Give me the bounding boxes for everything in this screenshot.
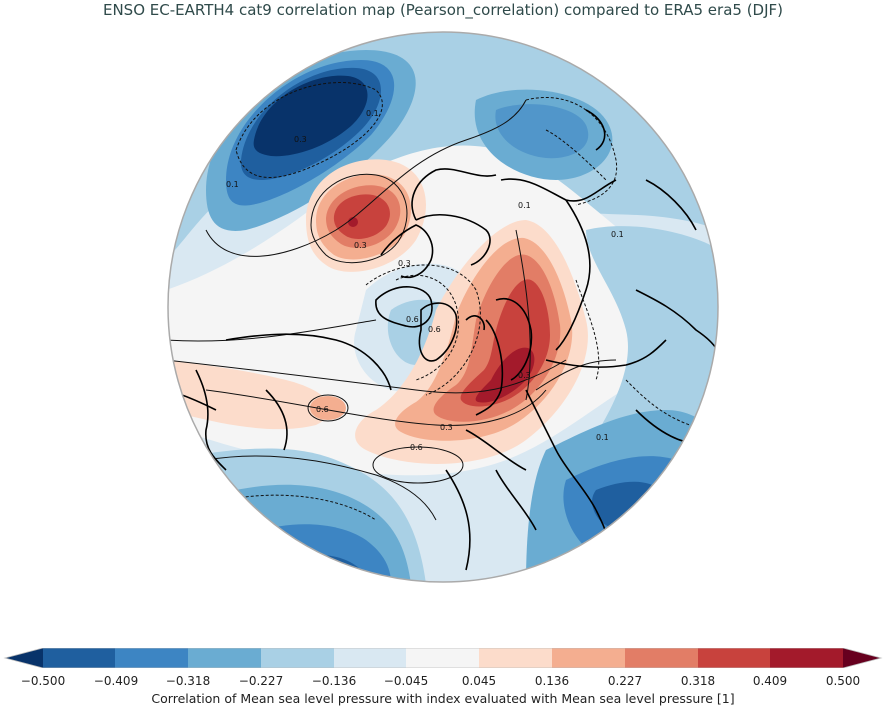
contour-label: 0.1 bbox=[264, 538, 277, 547]
tick-label: 0.409 bbox=[752, 674, 788, 688]
polar-correlation-map: 0.1 0.3 0.1 0.3 0.3 0.1 0.6 0.6 0.3 0.3 … bbox=[167, 31, 719, 583]
tick-label: −0.409 bbox=[93, 674, 139, 688]
tick-label: 0.136 bbox=[534, 674, 570, 688]
contour-label: 0.6 bbox=[406, 315, 419, 324]
contour-label: 0.1 bbox=[611, 230, 624, 239]
map-boundary bbox=[167, 31, 719, 583]
tick-label: 0.318 bbox=[680, 674, 716, 688]
colorbar-extend-low bbox=[5, 648, 43, 668]
tick-label: 0.045 bbox=[461, 674, 497, 688]
contour-label: 0.1 bbox=[596, 433, 609, 442]
tick-label: −0.500 bbox=[20, 674, 66, 688]
colorbar-extend-high bbox=[843, 648, 881, 668]
contour-label: 0.3 bbox=[354, 241, 367, 250]
contour-label: 0.3 bbox=[398, 259, 411, 268]
contour-label: 0.1 bbox=[366, 109, 379, 118]
contour-label: 0.3 bbox=[294, 135, 307, 144]
tick-label: 0.500 bbox=[825, 674, 861, 688]
contour-label: 0.6 bbox=[316, 405, 329, 414]
contour-label: 0.1 bbox=[518, 201, 531, 210]
contour-label: 0.3 bbox=[518, 371, 531, 380]
chart-title: ENSO EC-EARTH4 cat9 correlation map (Pea… bbox=[102, 1, 784, 19]
contour-label: 0.6 bbox=[410, 443, 423, 452]
colorbar-label: Correlation of Mean sea level pressure w… bbox=[151, 691, 735, 706]
tick-label: 0.227 bbox=[607, 674, 643, 688]
contour-label: 0.1 bbox=[226, 180, 239, 189]
contour-label: 0.6 bbox=[428, 325, 441, 334]
colorbar bbox=[3, 648, 883, 668]
tick-label: −0.318 bbox=[165, 674, 211, 688]
tick-label: −0.136 bbox=[311, 674, 357, 688]
contour-label: 0.3 bbox=[440, 423, 453, 432]
tick-label: −0.045 bbox=[383, 674, 429, 688]
colorbar-ticks: −0.500 −0.409 −0.318 −0.227 −0.136 −0.04… bbox=[0, 674, 886, 690]
tick-label: −0.227 bbox=[238, 674, 284, 688]
